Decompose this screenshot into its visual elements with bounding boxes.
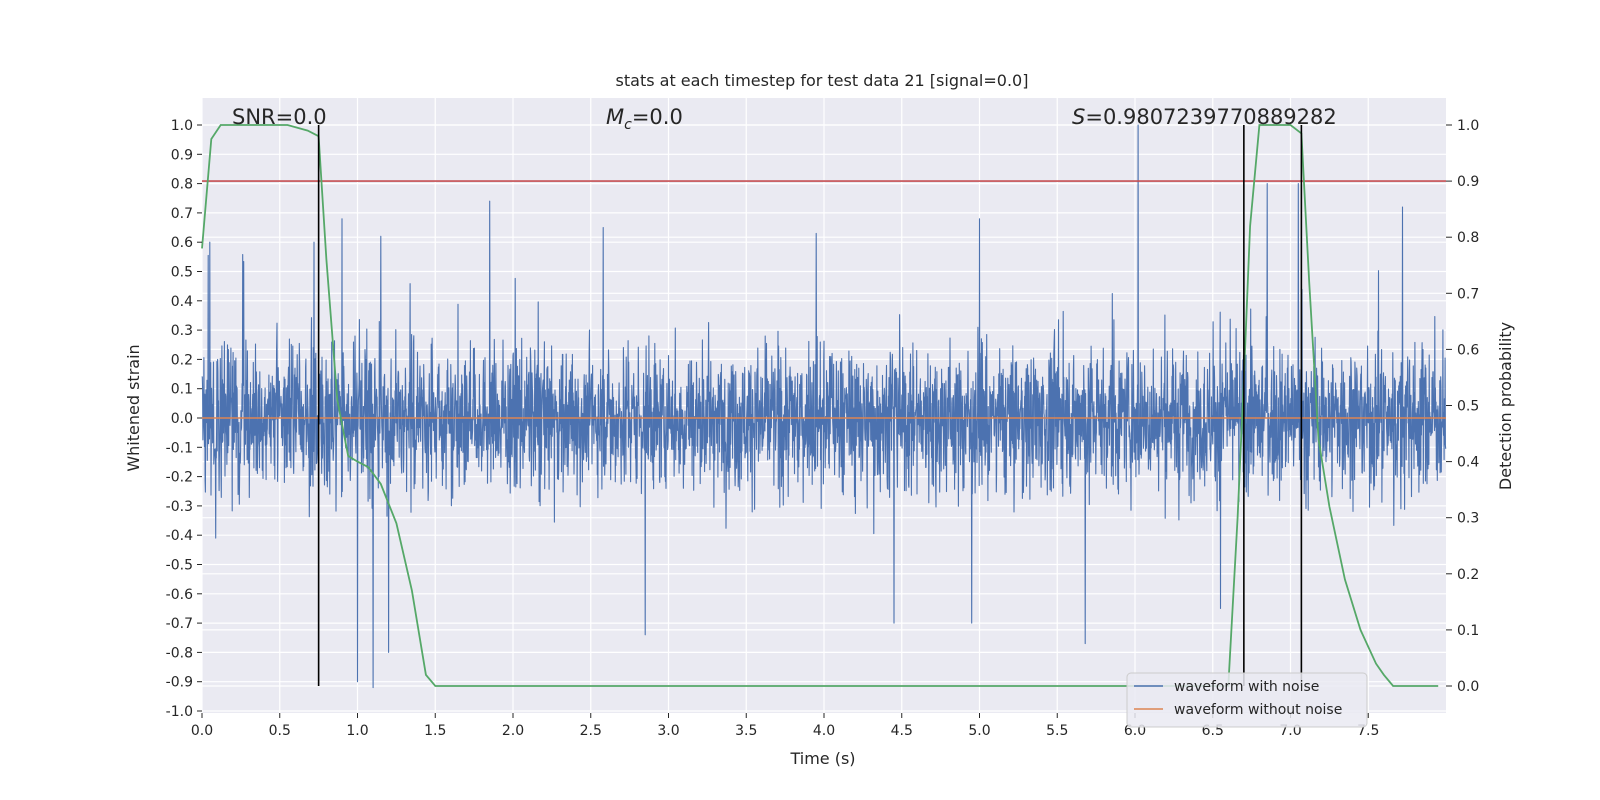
y-axis-right-ticks: 1.0 0.9 0.8 0.7 0.6 0.5 0.4 0.3 0.2 0.1 0.0	[1446, 118, 1479, 695]
y-left-tick-label: -0.2	[166, 470, 193, 486]
y-right-tick-label: 0.5	[1457, 399, 1479, 415]
y-left-tick-label: 0.4	[171, 294, 193, 310]
chirp-mass-annotation: Mc=0.0	[606, 105, 683, 133]
y-right-tick-label: 0.0	[1457, 679, 1479, 695]
y-axis-left-label: Whitened strain	[124, 344, 143, 471]
y-left-tick-label: 0.5	[171, 265, 193, 281]
chirp-mass-subscript: c	[624, 117, 632, 133]
x-tick-label: 4.0	[813, 723, 835, 739]
x-tick-label: 2.5	[580, 723, 602, 739]
y-left-tick-label: -0.1	[166, 440, 193, 456]
legend-box	[1126, 672, 1368, 728]
y-left-tick-label: 0.0	[171, 411, 193, 427]
series-waveform-with-noise	[201, 124, 1447, 689]
y-left-tick-label: 0.6	[171, 235, 193, 251]
score-symbol: S	[1072, 105, 1085, 129]
x-tick-label: 0.5	[269, 723, 291, 739]
x-axis-label: Time (s)	[789, 749, 855, 768]
y-right-tick-label: 0.6	[1457, 342, 1479, 358]
x-tick-label: 5.0	[968, 723, 990, 739]
y-right-tick-label: 0.7	[1457, 286, 1479, 302]
y-left-tick-label: -0.6	[166, 587, 193, 603]
noise-waveform-line	[201, 124, 1447, 689]
legend-label-noise: waveform with noise	[1174, 679, 1319, 695]
snr-annotation: SNR=0.0	[232, 105, 327, 129]
x-tick-label: 1.0	[346, 723, 368, 739]
chirp-mass-value: =0.0	[632, 105, 683, 129]
chart-title: stats at each timestep for test data 21 …	[616, 71, 1029, 90]
y-left-tick-label: -0.8	[166, 645, 193, 661]
y-left-tick-label: 0.2	[171, 352, 193, 368]
y-right-tick-label: 1.0	[1457, 118, 1479, 134]
legend-label-clean: waveform without noise	[1174, 702, 1342, 718]
y-left-tick-label: 0.8	[171, 177, 193, 193]
y-left-tick-label: 1.0	[171, 118, 193, 134]
y-left-tick-label: -0.5	[166, 558, 193, 574]
y-left-tick-label: 0.9	[171, 147, 193, 163]
y-right-tick-label: 0.2	[1457, 567, 1479, 583]
y-left-tick-label: -0.9	[166, 675, 193, 691]
y-left-tick-label: 0.7	[171, 206, 193, 222]
y-left-tick-label: -0.4	[166, 528, 193, 544]
x-tick-label: 4.5	[891, 723, 913, 739]
series-detection-probability	[201, 124, 1439, 687]
x-tick-label: 0.0	[191, 723, 213, 739]
y-right-tick-label: 0.9	[1457, 174, 1479, 190]
score-value: =0.9807239770889282	[1085, 105, 1336, 129]
y-axis-left-ticks: 1.0 0.9 0.8 0.7 0.6 0.5 0.4 0.3 0.2 0.1 0.0 -0.1 -0.…	[166, 118, 202, 720]
probability-line	[201, 124, 1439, 687]
y-right-tick-label: 0.3	[1457, 511, 1479, 527]
y-axis-right-label: Detection probability	[1496, 322, 1515, 490]
y-right-tick-label: 0.8	[1457, 230, 1479, 246]
y-left-tick-label: 0.3	[171, 323, 193, 339]
y-left-tick-label: -0.7	[166, 616, 193, 632]
vertical-markers	[317, 125, 1303, 686]
score-annotation: S=0.9807239770889282	[1072, 105, 1337, 129]
x-tick-label: 5.5	[1046, 723, 1068, 739]
x-tick-label: 3.0	[657, 723, 679, 739]
y-left-tick-label: 0.1	[171, 382, 193, 398]
legend: waveform with noise waveform without noi…	[1126, 672, 1368, 728]
y-right-tick-label: 0.1	[1457, 623, 1479, 639]
chirp-mass-symbol: M	[606, 105, 624, 129]
x-tick-label: 3.5	[735, 723, 757, 739]
x-tick-label: 2.0	[502, 723, 524, 739]
y-left-tick-label: -1.0	[166, 704, 193, 720]
y-left-tick-label: -0.3	[166, 499, 193, 515]
x-tick-label: 1.5	[424, 723, 446, 739]
y-right-tick-label: 0.4	[1457, 455, 1479, 471]
